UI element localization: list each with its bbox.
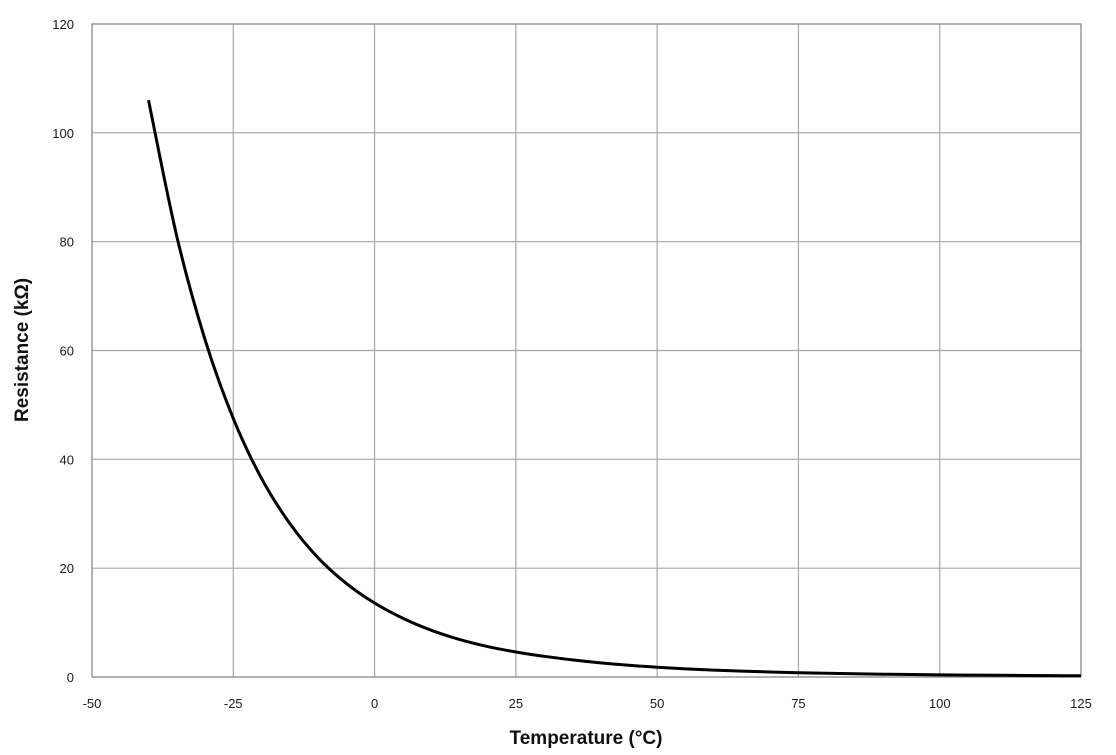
x-tick-label: 75 [791, 696, 805, 711]
x-axis-ticks: -50 -25 0 25 50 75 100 125 [83, 696, 1092, 711]
x-tick-label: 50 [650, 696, 664, 711]
x-axis-title: Temperature (°C) [510, 728, 663, 749]
plot-area-border [91, 23, 1082, 678]
y-tick-label: 80 [60, 235, 74, 250]
x-tick-label: 0 [371, 696, 378, 711]
y-tick-label: 60 [60, 344, 74, 359]
y-tick-label: 0 [67, 670, 74, 685]
y-tick-label: 20 [60, 561, 74, 576]
y-axis-ticks: 0 20 40 60 80 100 120 [52, 17, 74, 685]
y-tick-label: 120 [52, 17, 74, 32]
x-tick-label: 25 [509, 696, 523, 711]
grid-lines [91, 23, 1082, 678]
y-axis-title: Resistance (kΩ) [12, 278, 33, 422]
x-tick-label: 100 [929, 696, 951, 711]
y-tick-label: 100 [52, 126, 74, 141]
x-tick-label: -50 [83, 696, 102, 711]
resistance-curve [147, 99, 1082, 678]
y-tick-label: 40 [60, 452, 74, 467]
x-tick-label: 125 [1070, 696, 1092, 711]
x-tick-label: -25 [224, 696, 243, 711]
series-layer [147, 99, 1082, 678]
plot-frame [91, 23, 1082, 678]
